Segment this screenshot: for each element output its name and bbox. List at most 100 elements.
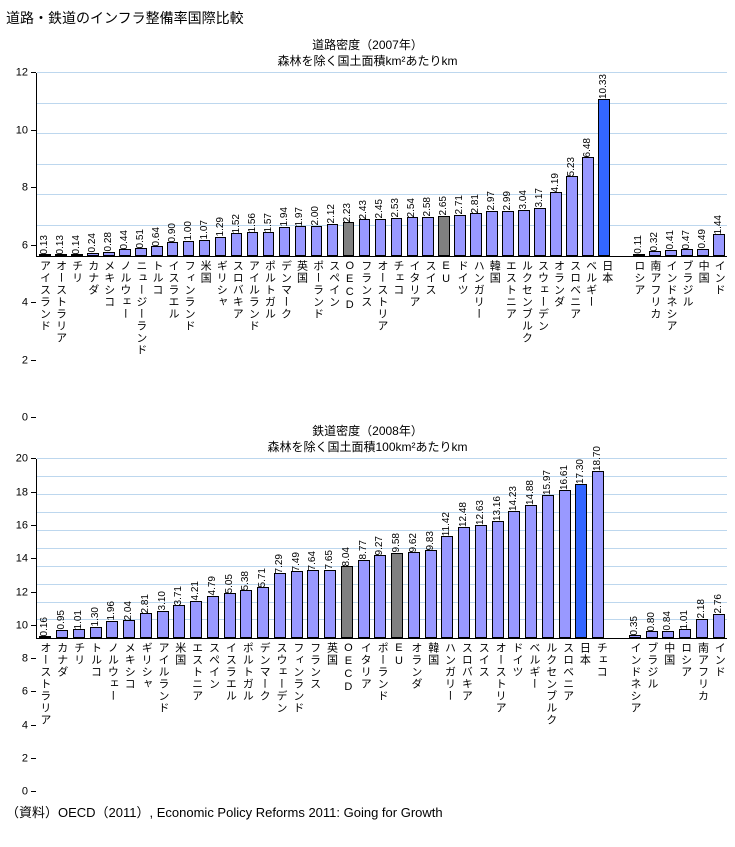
bar-value-label: 0.14 [70, 234, 82, 255]
bar-value-label: 1.07 [198, 220, 210, 240]
bar-slot: 0.35 [627, 459, 644, 639]
bar-country-label: デンマーク [258, 642, 271, 703]
x-label-slot: スロベニア [566, 260, 582, 418]
bar-slot: 0.49 [695, 73, 711, 257]
bar-value-label: 0.16 [39, 616, 51, 637]
x-label-slot: インド [711, 260, 727, 418]
bar-country-label: ベルギー [584, 260, 597, 309]
bar [441, 536, 454, 639]
bar-slot: 2.23 [340, 73, 356, 257]
bar-slot: 2.65 [436, 73, 452, 257]
bar-slot: 0.90 [165, 73, 181, 257]
bar-value-label: 0.13 [54, 234, 66, 255]
bar [534, 207, 546, 257]
x-label-slot: デンマーク [277, 260, 293, 418]
bar-slot: 12.48 [456, 459, 473, 639]
bar-country-label: スイス [477, 642, 490, 679]
bar-country-label: フランス [359, 260, 372, 309]
bar [240, 590, 253, 639]
bar-value-label: 3.04 [518, 190, 530, 210]
bar-slot: 8.77 [355, 459, 372, 639]
bar [206, 595, 219, 639]
bar [139, 613, 152, 639]
chart-title: 鉄道密度（2008年） [312, 424, 423, 439]
bar-value-label: 1.97 [294, 206, 306, 227]
bar-country-label: 米国 [173, 642, 186, 667]
x-label-slot: イスラエル [165, 260, 181, 418]
x-label-slot: オーストラリア [52, 260, 68, 418]
bar-country-label: オーストラリア [54, 260, 67, 345]
bar [166, 242, 179, 257]
x-label-slot: ポルトガル [238, 642, 255, 792]
bar-value-label: 5.05 [223, 573, 235, 594]
bar-value-label: 7.49 [290, 551, 302, 572]
bar-value-label: 11.42 [441, 511, 453, 537]
bar [223, 593, 236, 639]
bar-value-label: 5.23 [565, 156, 577, 177]
y-axis-tick-label: 6 [21, 685, 28, 698]
bar [697, 248, 709, 257]
bar [119, 249, 131, 257]
bar-slot: 4.79 [205, 459, 222, 639]
bar-country-label: フィンランド [291, 642, 304, 715]
bar [123, 620, 136, 639]
bar-value-label: 2.45 [374, 199, 386, 219]
x-label-slot: エストニア [188, 642, 205, 792]
x-label-slot: ノルウェー [103, 642, 120, 792]
bar-slot: 12.63 [473, 459, 490, 639]
bar-slot: 15.97 [540, 459, 557, 639]
bar-country-label: OECD [342, 642, 355, 695]
bar [566, 176, 578, 257]
bar [87, 252, 99, 257]
bar [262, 232, 275, 257]
bar-country-label: ドイツ [510, 642, 523, 679]
bar-country-label: メキシコ [102, 260, 115, 309]
bar-country-label: メキシコ [123, 642, 136, 691]
gridline [37, 458, 727, 460]
bar-slot: 2.45 [372, 73, 388, 257]
bar-value-label: 16.61 [558, 464, 570, 490]
chart-plot-area: 0 2 4 6 8 10 12 0.13 0.13 0.14 0.24 0.28 0.44 0.51 0.… [4, 67, 731, 423]
gridline [37, 476, 727, 478]
bar-slot: 2.81 [138, 459, 155, 639]
bar-country-label: ポーランド [311, 260, 324, 321]
x-label-slot: ルクセンブルク [518, 260, 534, 418]
bar-country-label: アイスランド [38, 260, 51, 333]
bar-value-label: 9.83 [424, 530, 436, 551]
chart-title: 道路密度（2007年） [312, 38, 423, 52]
bar [55, 254, 67, 257]
bar-country-label: イタリア [407, 260, 420, 309]
bar-country-label: 英国 [295, 260, 308, 285]
bar-slot: 14.23 [506, 459, 523, 639]
x-label-slot: エストニア [502, 260, 518, 418]
bar-country-label: イスラエル [224, 642, 237, 703]
y-axis: 0 2 4 6 8 10 12 [4, 67, 36, 423]
bar [374, 218, 387, 257]
bar [575, 483, 588, 639]
bar-country-label: 英国 [325, 642, 338, 667]
bar-slot: 0.51 [133, 73, 149, 257]
bar-country-label: 米国 [199, 260, 212, 285]
bar-country-label: ギリシャ [140, 642, 153, 691]
bar-slot: 0.24 [85, 73, 101, 257]
x-label-slot: ノルウェー [116, 260, 132, 418]
bar-slot: 1.97 [293, 73, 309, 257]
x-label-slot: カナダ [84, 260, 100, 418]
y-axis-tick-mark [31, 187, 36, 189]
bar-slot: 2.81 [468, 73, 484, 257]
x-label-slot: 日本 [598, 260, 614, 418]
bar-country-label: アイルランド [156, 642, 169, 715]
bar [182, 240, 195, 257]
x-label-slot: フランス [306, 642, 323, 792]
y-axis-tick-mark [31, 791, 36, 793]
y-axis-tick-mark [31, 417, 36, 419]
bar-value-label: 1.94 [278, 207, 290, 227]
y-axis-tick-label: 0 [21, 785, 28, 798]
y-axis-tick-mark [31, 724, 36, 726]
x-label-slot: アイルランド [245, 260, 261, 418]
x-label-slot: インドネシア [626, 642, 643, 792]
bar-country-label: OECD [343, 260, 356, 313]
bar-slot: 9.58 [389, 459, 406, 639]
bar-country-label: 韓国 [426, 642, 439, 667]
chart-subtitle: 森林を除く国土面積km²あたりkm [277, 53, 458, 68]
